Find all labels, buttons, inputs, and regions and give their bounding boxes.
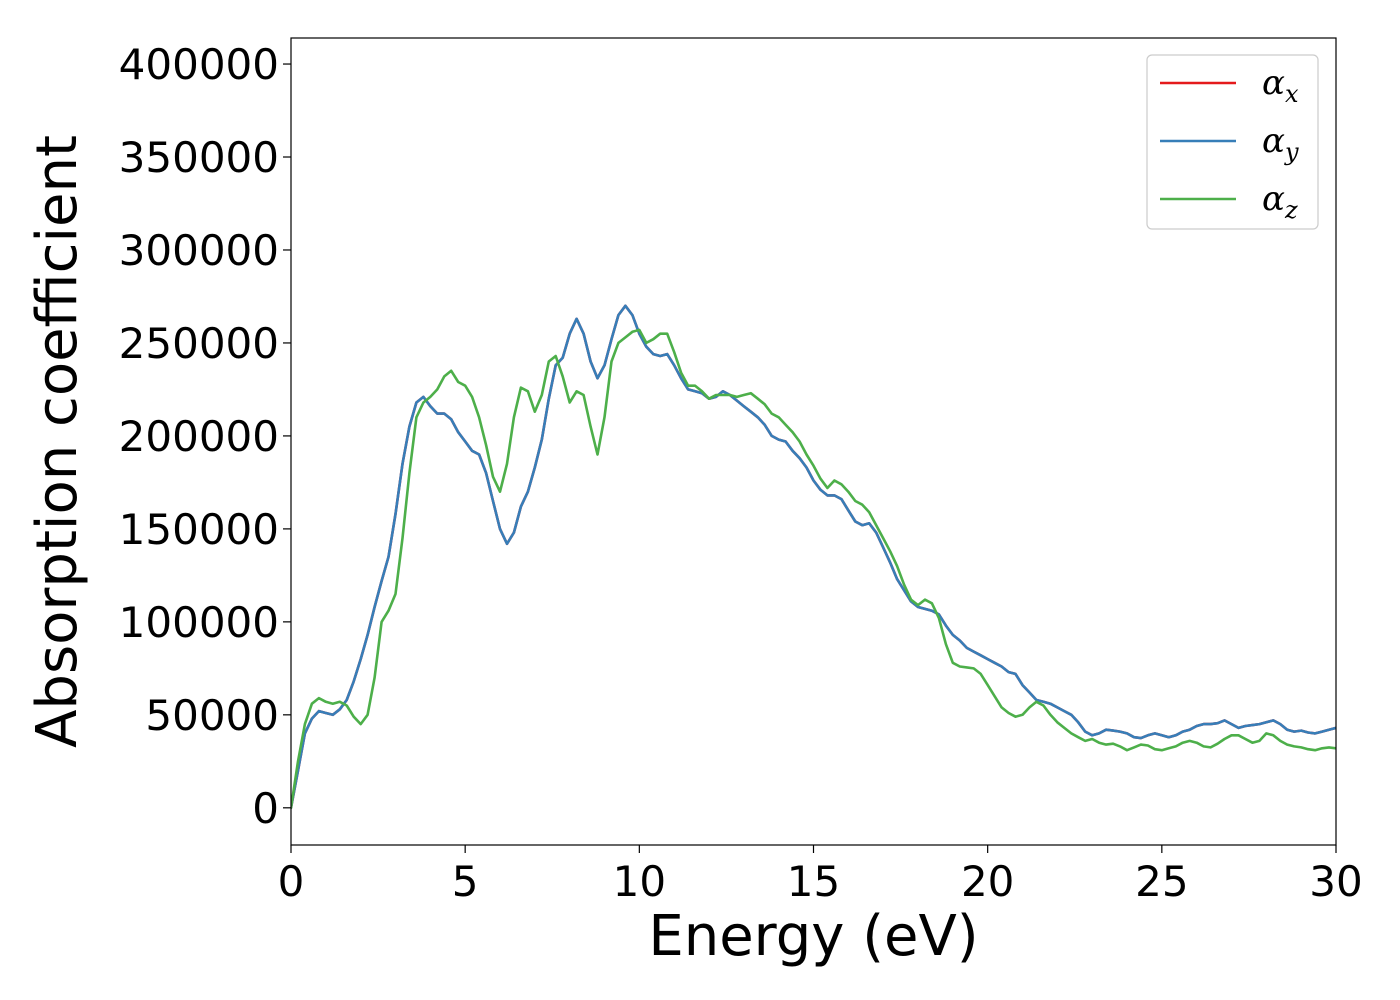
x-tick-label: 0 [278,857,305,906]
series-line-y [291,304,1336,810]
y-tick-label: 100000 [119,598,279,647]
legend-label-x: αx [1262,63,1299,108]
y-tick-label: 250000 [119,319,279,368]
legend-label-y: αy [1262,121,1299,166]
x-axis-title: Energy (eV) [648,904,978,969]
x-tick-label: 30 [1309,857,1362,906]
x-tick-label: 10 [613,857,666,906]
y-tick-label: 50000 [145,691,279,740]
x-tick-label: 20 [961,857,1014,906]
x-tick-label: 25 [1135,857,1188,906]
legend: αx αy αz [1146,54,1319,230]
y-axis-title: Absorption coefficient [25,135,90,748]
x-axis: 0 5 10 15 20 25 30 [278,845,1363,906]
y-tick-label: 400000 [119,40,279,89]
y-tick-label: 0 [252,784,279,833]
series-layer [291,304,1336,810]
y-tick-label: 150000 [119,505,279,554]
y-tick-label: 200000 [119,412,279,461]
x-tick-label: 5 [452,857,479,906]
y-tick-label: 300000 [119,226,279,275]
legend-label-z: αz [1262,179,1298,224]
y-axis: 0 50000 100000 150000 200000 250000 300000 3500… [119,40,291,833]
y-tick-label: 350000 [119,133,279,182]
series-line-z [291,328,1336,810]
x-tick-label: 15 [787,857,840,906]
